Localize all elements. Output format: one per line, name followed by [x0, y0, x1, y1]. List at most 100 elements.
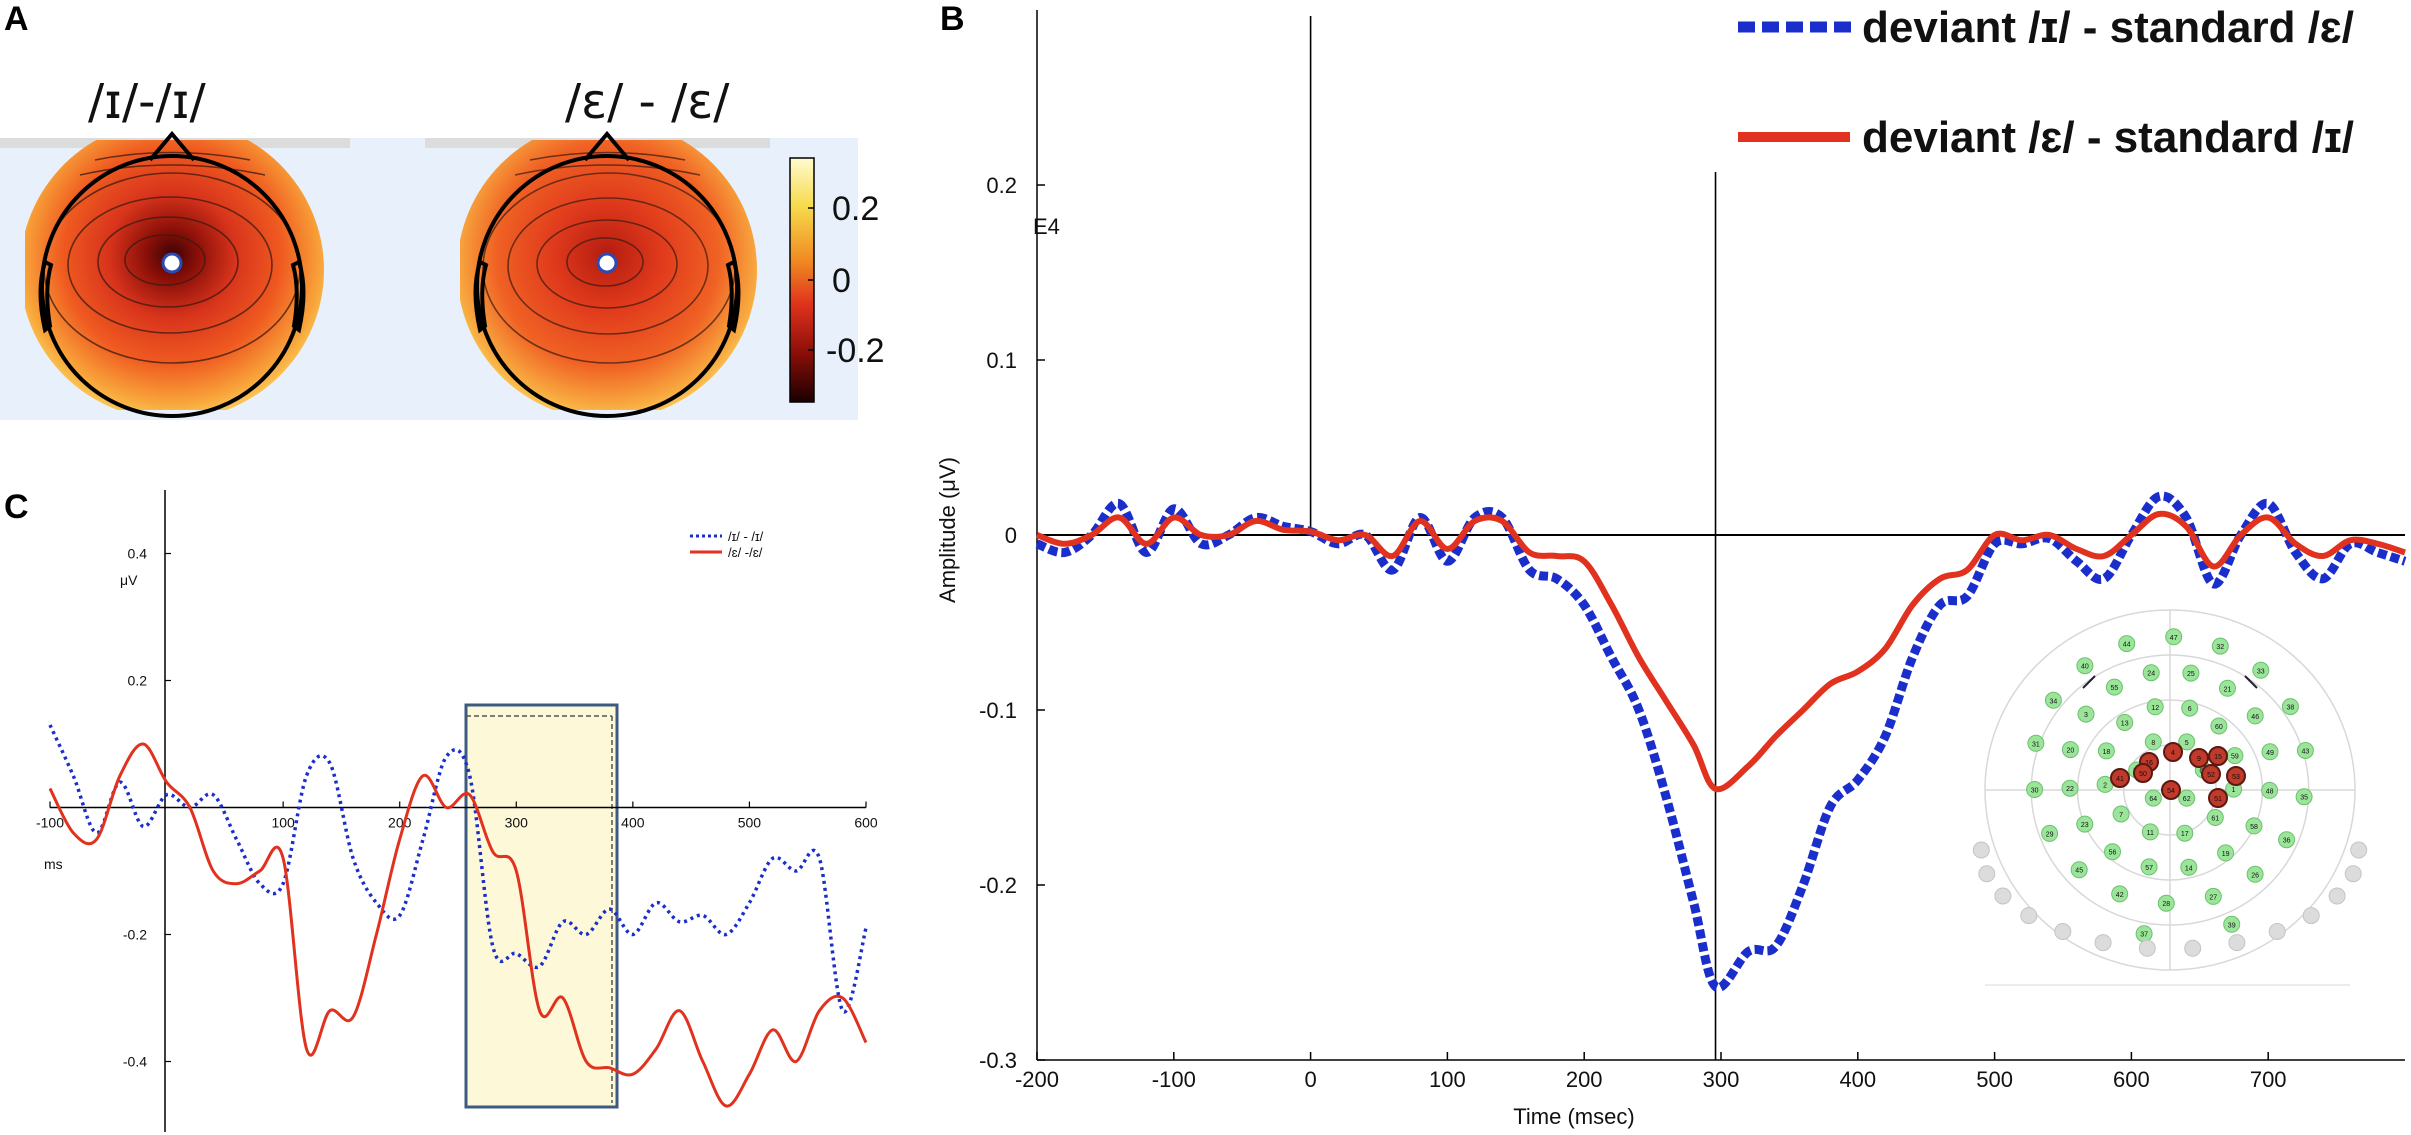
electrode-marker: [161, 252, 183, 274]
y-tick-label: 0.2: [986, 173, 1017, 198]
x-tick-label: 500: [738, 815, 762, 831]
electrode-label: 14: [2185, 865, 2193, 872]
electrode-label: 59: [2231, 754, 2239, 761]
electrode-label: 16: [2145, 760, 2153, 767]
x-tick-label: 500: [1976, 1067, 2013, 1092]
electrode-dot-inactive: [2054, 923, 2072, 940]
electrode-dot: [2278, 831, 2296, 849]
electrode-dot: [2165, 628, 2183, 646]
electrode-dot-inactive: [2138, 939, 2156, 957]
chart-b-axes: -200 -100 0 100 200 300 400 500 600 700 0.2 0.1 0 -0.…: [979, 10, 2405, 1092]
x-tick-label: 100: [271, 815, 295, 831]
electrode-dot-highlighted: [2208, 746, 2228, 766]
electrode-label: 33: [2257, 668, 2265, 675]
x-tick-label: -200: [1015, 1067, 1059, 1092]
electrode-dot: [2112, 805, 2130, 823]
series-line-blue: [48, 724, 868, 1014]
panel-label-a: A: [4, 0, 29, 38]
y-tick-label: 0.4: [128, 546, 148, 562]
electrode-dot: [2261, 743, 2279, 761]
x-tick-label: 300: [1703, 1067, 1740, 1092]
x-tick-label: 600: [2113, 1067, 2150, 1092]
ear-outline: [38, 259, 54, 334]
electrode-label: 30: [2031, 788, 2039, 795]
chart-b-legend: deviant /ɪ/ - standard /ɛ/ deviant /ɛ/ -…: [1738, 3, 2354, 162]
topo-map-1: [25, 130, 324, 418]
y-tick-label: 0.2: [128, 673, 148, 689]
electrode-dot: [2245, 817, 2263, 835]
electrode-dot: [2182, 664, 2200, 682]
chart-c-axes: -100 100 200 300 400 500 600 0.4 0.2 -0.2 -0.4: [36, 490, 878, 1132]
electrode-label: 55: [2111, 685, 2119, 692]
highlight-window: [464, 703, 619, 1109]
nose-outline: [148, 130, 196, 162]
electrode-label: 48: [2266, 788, 2274, 795]
electrode-dot-highlighted: [2189, 748, 2209, 768]
electrode-label: 61: [2211, 816, 2219, 823]
nose-outline: [583, 130, 631, 162]
electrode-dot: [2044, 691, 2062, 709]
electrode-label: 41: [2116, 776, 2124, 783]
electrode-label: 32: [2216, 644, 2224, 651]
electrode-label: 2: [2103, 782, 2107, 789]
electrode-dot: [2070, 861, 2088, 879]
series-line-blue: [1035, 491, 2407, 993]
electrode-dot: [2144, 733, 2162, 751]
electrode-label: 53: [2232, 774, 2240, 781]
x-tick-label: 200: [388, 815, 412, 831]
electrode-dot: [2026, 781, 2044, 798]
electrode-label: 42: [2116, 892, 2124, 899]
electrode-dot-inactive: [2020, 907, 2038, 925]
x-axis-label: Time (msec): [1513, 1104, 1634, 1129]
electrode-dot: [2178, 789, 2196, 807]
electrode-label: 3: [2084, 712, 2088, 719]
electrode-dot: [2211, 637, 2229, 655]
electrode-dot: [2295, 788, 2313, 806]
electrode-label: 21: [2224, 686, 2232, 693]
chart-c-series: [48, 724, 868, 1108]
electrode-dot-highlighted: [2161, 780, 2181, 800]
electrode-label: 26: [2251, 872, 2259, 879]
electrode-label: 15: [2214, 754, 2222, 761]
topo-title-2: /ɛ/ - /ɛ/: [565, 74, 730, 130]
x-tick-label: 400: [1839, 1067, 1876, 1092]
electrode-dot-highlighted: [2201, 764, 2221, 784]
topo-panel: /ɪ/-/ɪ/ /ɛ/ - /ɛ/: [0, 74, 885, 420]
electrode-label: 4: [2171, 750, 2175, 757]
electrode-dot: [2118, 635, 2136, 653]
electrode-dot: [2223, 915, 2241, 933]
electrode-label: 40: [2081, 664, 2089, 671]
electrode-label: 28: [2162, 901, 2170, 908]
y-tick-label: -0.4: [123, 1054, 147, 1070]
chart-b: -200 -100 0 100 200 300 400 500 600 700 0.2 0.1 0 -0.…: [935, 3, 2407, 1129]
electrode-dot-inactive: [2302, 907, 2320, 925]
electrode-dot: [2180, 858, 2198, 876]
montage-tick: [2082, 675, 2096, 689]
electrode-label: 19: [2222, 851, 2230, 858]
electrode-label: 38: [2287, 705, 2295, 712]
topo-title-1: /ɪ/-/ɪ/: [88, 74, 207, 130]
electrode-dot: [2210, 717, 2228, 735]
electrode-label: 13: [2121, 721, 2129, 728]
electrode-dot: [2157, 894, 2175, 912]
x-tick-label: -100: [1152, 1067, 1196, 1092]
electrode-label: 11: [2147, 830, 2154, 837]
electrode-dot-highlighted: [2163, 742, 2183, 762]
x-tick-label: 400: [621, 815, 645, 831]
electrode-label: 37: [2140, 932, 2148, 939]
electrode-dot-inactive: [2328, 887, 2346, 905]
legend-label: deviant /ɛ/ - standard /ɪ/: [1862, 113, 2354, 162]
x-axis-label: ms: [44, 856, 63, 872]
montage-tick: [2244, 675, 2258, 689]
y-tick-label: -0.1: [979, 698, 1017, 723]
electrode-dot: [2219, 679, 2236, 697]
electrode-label: 44: [2123, 642, 2131, 649]
electrode-dot: [2077, 705, 2095, 723]
electrode-label: 45: [2075, 868, 2083, 875]
electrode-dot: [2061, 741, 2079, 759]
series-line-red: [1035, 510, 2406, 793]
legend-label: deviant /ɪ/ - standard /ɛ/: [1862, 3, 2354, 52]
electrode-label: 60: [2215, 724, 2223, 731]
electrode-dot: [2076, 815, 2094, 833]
electrode-label: 31: [2032, 741, 2040, 748]
